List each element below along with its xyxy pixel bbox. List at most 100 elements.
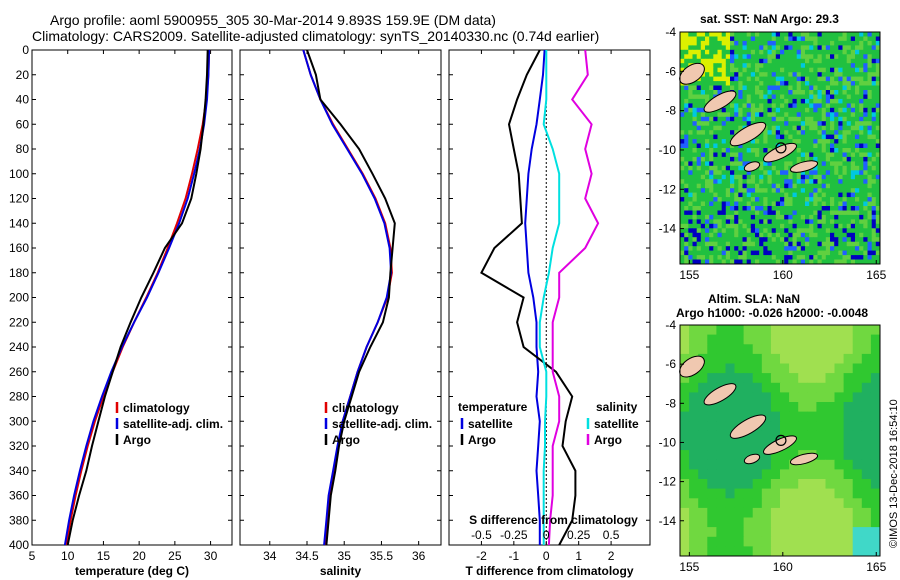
map-cell [871, 121, 877, 127]
map-cell [705, 49, 710, 55]
map-cell [805, 156, 810, 162]
map-cell [852, 527, 863, 538]
map-cell [717, 72, 723, 78]
map-cell [805, 250, 810, 256]
map-cell [859, 206, 864, 211]
map-cell [850, 40, 856, 46]
map-cell [842, 210, 848, 216]
map-cell [807, 363, 817, 374]
map-cell [846, 219, 852, 225]
map-cell [738, 165, 743, 171]
map-cell [816, 546, 826, 557]
map-cell [709, 246, 714, 252]
map-cell [846, 63, 852, 69]
map-cell [863, 259, 868, 265]
map-cell [867, 241, 873, 247]
map-cell [796, 214, 802, 220]
map-cell [859, 49, 864, 55]
map-cell [734, 440, 745, 451]
map-cell [734, 382, 745, 393]
map-cell [830, 76, 835, 82]
map-cell [796, 143, 802, 149]
map-cell [859, 139, 864, 145]
map-cell [709, 161, 714, 167]
map-cell [813, 206, 818, 211]
map-cell [750, 49, 756, 55]
map-cell [809, 134, 814, 140]
map-cell [830, 36, 835, 42]
map-cell [721, 112, 727, 118]
map-cell [688, 219, 693, 225]
map-cell [730, 214, 735, 220]
map-cell [709, 197, 714, 203]
map-cell [838, 125, 843, 131]
map-cell [775, 139, 781, 145]
map-cell [734, 188, 739, 194]
map-cell [742, 241, 748, 247]
map-cell [746, 255, 752, 261]
map-cell [746, 40, 752, 46]
map-cell [780, 174, 785, 180]
depth-tick-label: 40 [16, 93, 30, 107]
map-cell [759, 197, 764, 203]
map-cell [688, 32, 693, 37]
map-cell [730, 206, 735, 211]
map-cell [830, 32, 835, 37]
map-cell [855, 81, 860, 87]
map-cell [775, 32, 781, 37]
map-cell [842, 232, 848, 238]
map-cell [684, 90, 689, 95]
map-cell [855, 130, 860, 136]
map-cell [680, 152, 685, 158]
map-cell [867, 156, 873, 162]
map-cell [809, 130, 814, 136]
map-cell [743, 344, 754, 355]
map-cell [742, 161, 748, 167]
map-cell [734, 498, 745, 509]
map-cell [734, 536, 745, 547]
map-cell [813, 94, 818, 100]
map-cell [798, 546, 808, 557]
map-cell [770, 430, 781, 441]
map-cell [852, 469, 863, 480]
map-cell [800, 148, 806, 153]
map-cell [863, 232, 868, 238]
map-cell [784, 125, 789, 131]
map-cell [734, 334, 745, 345]
map-cell [738, 76, 743, 82]
map-cell [707, 373, 717, 384]
map-cell [725, 170, 731, 176]
map-cell [730, 161, 735, 167]
map-cell [763, 32, 768, 37]
map-cell [743, 459, 754, 470]
depth-tick-label: 360 [9, 489, 29, 503]
map-cell [859, 228, 864, 234]
map-cell [800, 134, 806, 140]
map-cell [734, 214, 739, 220]
map-cell [870, 392, 881, 403]
map-cell [738, 116, 743, 122]
map-cell [696, 54, 702, 60]
map-cell [798, 517, 808, 528]
map-cell [717, 58, 723, 64]
map-cell [855, 170, 860, 176]
map-cell [830, 58, 835, 64]
map-cell [846, 148, 852, 153]
map-cell [784, 36, 789, 42]
map-cell [755, 143, 760, 149]
map-cell [846, 49, 852, 55]
map-cell [746, 36, 752, 42]
map-cell [761, 392, 772, 403]
map-cell [709, 148, 714, 153]
map-y-tick-label: -8 [665, 104, 676, 118]
map-cell [721, 250, 727, 256]
map-cell [725, 174, 731, 180]
map-cell [742, 250, 748, 256]
map-cell [738, 174, 743, 180]
map-cell [863, 241, 868, 247]
map-cell [680, 36, 685, 42]
map-cell [692, 228, 698, 234]
map-cell [859, 197, 864, 203]
secondary-tick-label: -0.5 [471, 528, 492, 542]
map-cell [830, 49, 835, 55]
